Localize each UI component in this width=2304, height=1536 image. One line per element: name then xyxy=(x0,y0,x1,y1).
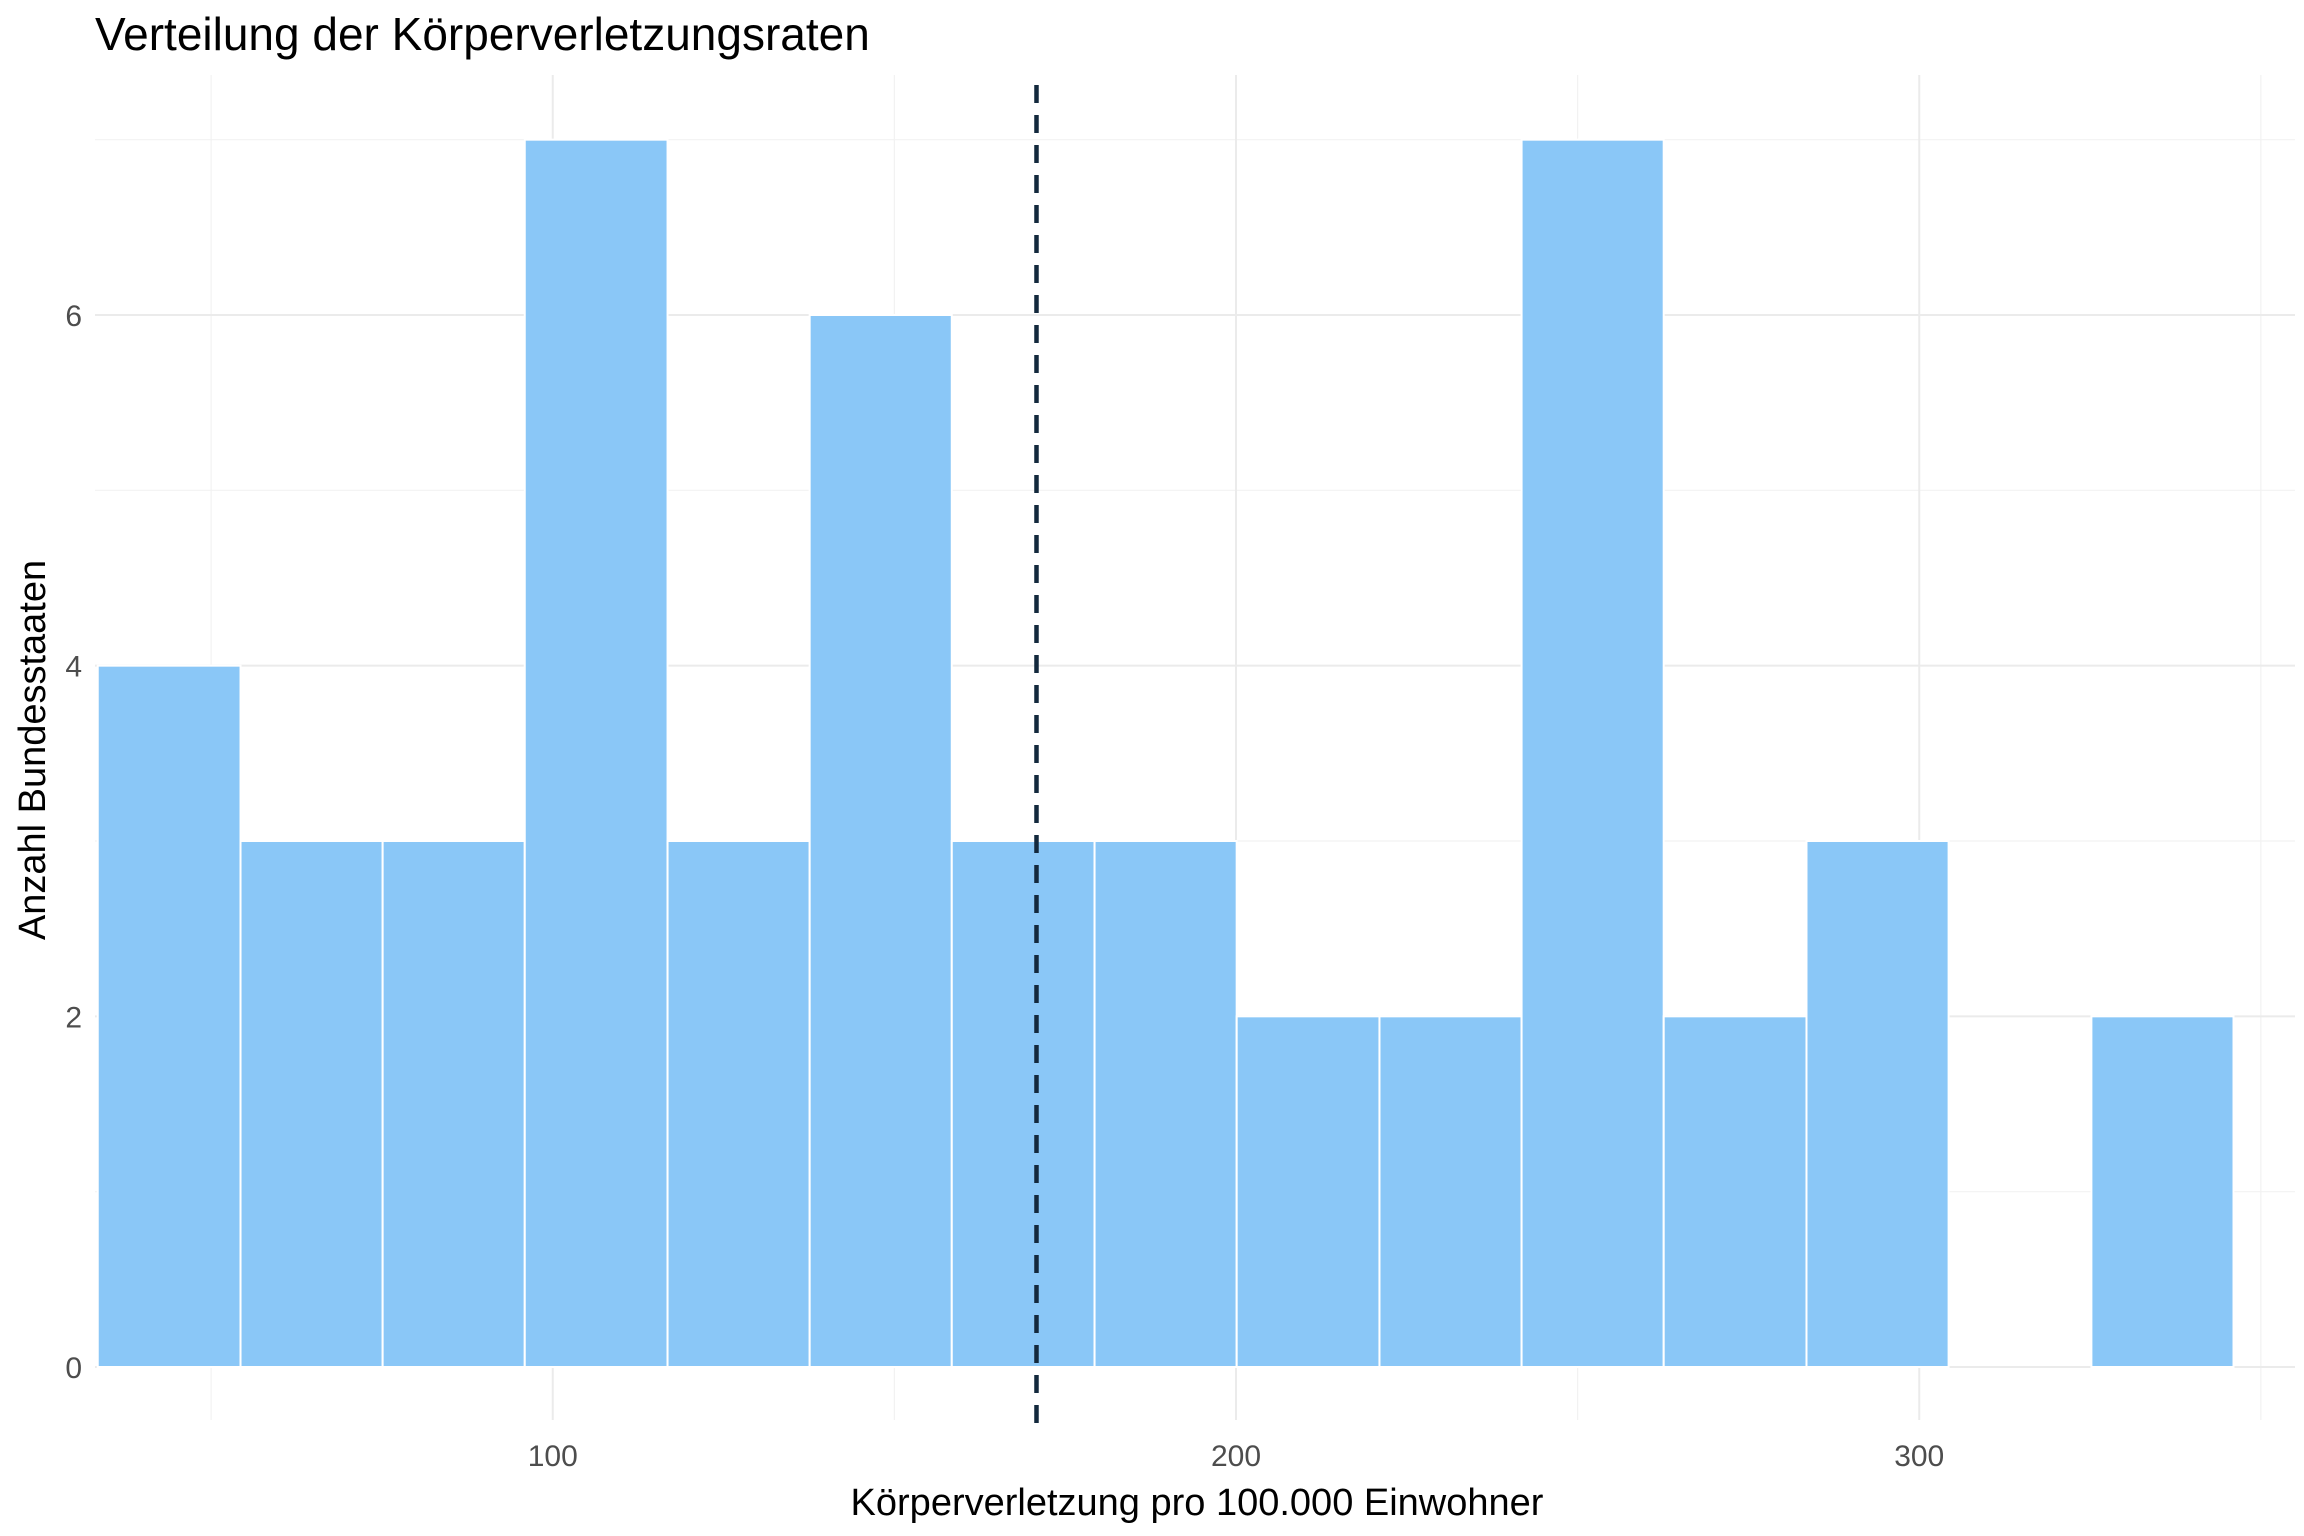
x-axis-ticks: 100 200 300 xyxy=(528,1440,1945,1473)
y-tick-label: 6 xyxy=(65,300,82,333)
histogram-bar-8 xyxy=(1235,1015,1381,1368)
chart-title: Verteilung der Körperverletzungsraten xyxy=(95,8,870,60)
y-axis-ticks: 0 2 4 6 xyxy=(65,300,82,1385)
histogram-bar-3 xyxy=(523,138,669,1369)
y-tick-label: 0 xyxy=(65,1352,82,1385)
histogram-bar-1 xyxy=(239,840,384,1368)
x-axis-title: Körperverletzung pro 100.000 Einwohner xyxy=(851,1482,1544,1524)
histogram-bar-9 xyxy=(1378,1015,1523,1368)
x-tick-label: 100 xyxy=(528,1440,578,1473)
histogram-bar-0 xyxy=(96,664,242,1368)
histogram-bar-4 xyxy=(666,840,811,1368)
histogram-bar-14 xyxy=(2090,1015,2235,1368)
y-axis-title: Anzahl Bundesstaaten xyxy=(12,560,54,940)
x-tick-label: 300 xyxy=(1894,1440,1944,1473)
histogram-bar-12 xyxy=(1805,840,1950,1368)
histogram-bars xyxy=(96,138,2235,1369)
histogram-bar-2 xyxy=(381,840,526,1368)
x-tick-label: 200 xyxy=(1211,1440,1261,1473)
y-tick-label: 4 xyxy=(65,651,82,684)
y-tick-label: 2 xyxy=(65,1001,82,1034)
histogram-bar-5 xyxy=(808,314,953,1368)
histogram-bar-6 xyxy=(950,840,1096,1368)
histogram-bar-7 xyxy=(1093,840,1238,1368)
histogram-bar-11 xyxy=(1662,1015,1808,1368)
histogram-bar-10 xyxy=(1520,138,1665,1369)
